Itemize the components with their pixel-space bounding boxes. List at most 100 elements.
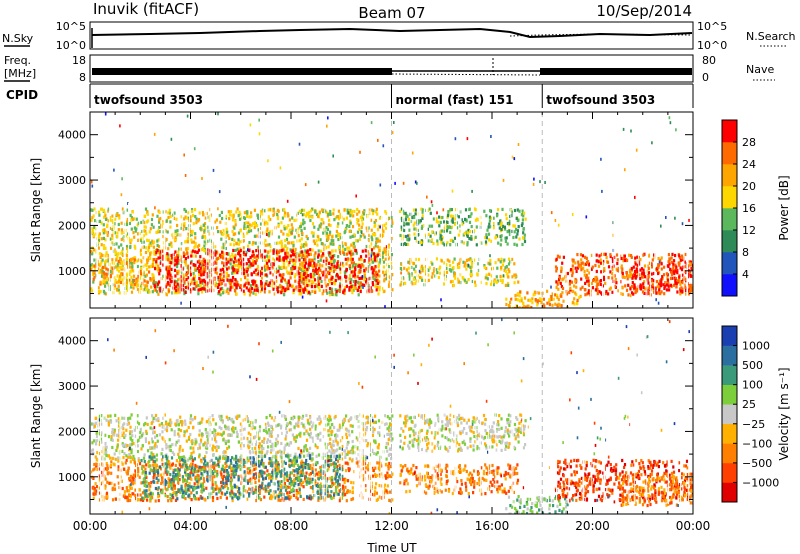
data-gap — [128, 202, 129, 299]
heatmap-cell — [594, 263, 597, 268]
heatmap-cell — [121, 278, 124, 282]
heatmap-cell — [389, 428, 392, 432]
heatmap-cell — [251, 424, 254, 429]
heatmap-cell — [314, 251, 317, 255]
heatmap-speckle — [651, 141, 653, 145]
heatmap-cell — [207, 252, 210, 256]
heatmap-cell — [344, 247, 347, 251]
heatmap-cell — [287, 251, 290, 255]
heatmap-cell — [540, 298, 543, 302]
heatmap-cell — [310, 279, 313, 283]
heatmap-cell — [108, 226, 112, 230]
heatmap-cell — [150, 278, 153, 282]
heatmap-cell — [298, 254, 301, 258]
heatmap-cell — [283, 214, 286, 218]
heatmap-cell — [685, 292, 688, 296]
heatmap-cell — [100, 237, 103, 241]
heatmap-cell — [375, 210, 378, 214]
heatmap-speckle — [517, 143, 520, 146]
heatmap-cell — [132, 274, 136, 278]
heatmap-cell — [298, 209, 302, 213]
heatmap-cell — [289, 254, 293, 258]
heatmap-cell — [228, 416, 231, 421]
heatmap-cell — [424, 269, 427, 273]
heatmap-cell — [184, 215, 187, 219]
heatmap-cell — [334, 414, 337, 419]
heatmap-cell — [517, 218, 520, 222]
heatmap-cell — [313, 241, 316, 246]
heatmap-cell — [474, 218, 477, 222]
heatmap-cell — [100, 414, 103, 418]
heatmap-cell — [561, 286, 565, 290]
heatmap-cell — [220, 427, 223, 431]
heatmap-cell — [371, 271, 374, 275]
heatmap-cell — [152, 260, 155, 264]
heatmap-cell — [235, 268, 238, 272]
heatmap-cell — [154, 252, 157, 256]
heatmap-cell — [590, 253, 593, 257]
heatmap-cell — [269, 217, 272, 222]
heatmap-cell — [177, 288, 180, 292]
heatmap-cell — [677, 279, 680, 283]
heatmap-speckle — [326, 124, 328, 128]
heatmap-cell — [452, 266, 455, 270]
heatmap-cell — [111, 233, 114, 237]
heatmap-cell — [383, 289, 386, 293]
heatmap-cell — [614, 277, 617, 282]
heatmap-cell — [302, 288, 305, 292]
heatmap-cell — [691, 289, 693, 293]
heatmap-cell — [542, 297, 545, 301]
heatmap-cell — [280, 239, 283, 243]
heatmap-cell — [294, 439, 297, 443]
heatmap-cell — [181, 448, 184, 452]
heatmap-cell — [194, 250, 197, 254]
heatmap-cell — [120, 262, 124, 266]
heatmap-cell — [231, 214, 234, 218]
heatmap-cell — [268, 290, 271, 294]
heatmap-cell — [297, 417, 300, 422]
heatmap-cell — [242, 289, 245, 293]
heatmap-cell — [609, 270, 612, 274]
heatmap-cell — [166, 272, 169, 276]
heatmap-cell — [454, 217, 457, 221]
heatmap-cell — [135, 277, 138, 281]
heatmap-cell — [473, 258, 476, 262]
heatmap-cell — [303, 275, 306, 279]
heatmap-cell — [325, 226, 328, 230]
heatmap-cell — [286, 442, 289, 446]
heatmap-cell — [521, 222, 524, 226]
heatmap-cell — [215, 218, 218, 222]
heatmap-cell — [117, 222, 120, 227]
heatmap-cell — [343, 288, 346, 292]
heatmap-cell — [144, 274, 147, 278]
heatmap-cell — [170, 244, 173, 249]
heatmap-cell — [111, 438, 114, 442]
heatmap-cell — [235, 210, 238, 214]
heatmap-cell — [130, 218, 133, 222]
heatmap-cell — [305, 413, 308, 418]
heatmap-cell — [405, 242, 408, 246]
data-gap — [402, 202, 404, 299]
heatmap-cell — [260, 276, 264, 280]
heatmap-cell — [443, 282, 446, 286]
heatmap-cell — [521, 242, 524, 247]
heatmap-cell — [341, 244, 344, 248]
heatmap-cell — [579, 287, 582, 291]
heatmap-cell — [117, 269, 121, 273]
heatmap-cell — [337, 288, 340, 292]
heatmap-cell — [166, 269, 169, 273]
heatmap-cell — [145, 267, 149, 271]
heatmap-cell — [269, 271, 272, 275]
heatmap-cell — [242, 232, 245, 236]
heatmap-cell — [583, 262, 586, 266]
heatmap-cell — [208, 415, 211, 420]
heatmap-cell — [488, 262, 491, 266]
heatmap-cell — [104, 217, 108, 221]
heatmap-cell — [328, 218, 331, 222]
heatmap-cell — [92, 439, 96, 443]
heatmap-cell — [518, 237, 521, 241]
heatmap-cell — [105, 281, 108, 285]
heatmap-cell — [574, 291, 577, 295]
heatmap-cell — [157, 230, 160, 234]
heatmap-cell — [317, 279, 320, 283]
